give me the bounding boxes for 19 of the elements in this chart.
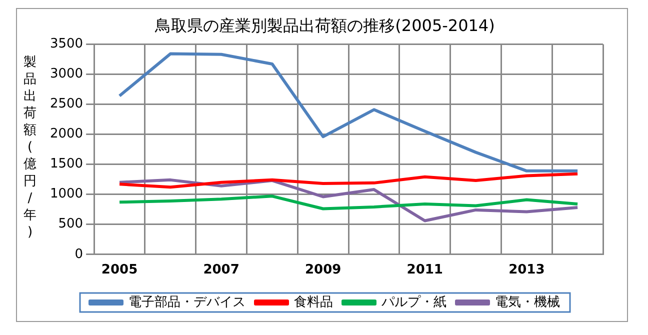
x-tick-label: 2009 <box>305 262 342 278</box>
y-tick-label: 1500 <box>50 156 84 172</box>
x-tick-label: 2013 <box>508 262 545 278</box>
legend-label: 食料品 <box>294 294 333 310</box>
y-tick-label: 3000 <box>50 66 84 82</box>
chart-title: 鳥取県の産業別製品出荷額の推移(2005-2014) <box>154 16 495 35</box>
y-tick-label: 3500 <box>50 36 84 52</box>
text: 製品出荷額(億円/年) <box>24 55 36 240</box>
y-tick-label: 0 <box>74 246 84 262</box>
legend-label: 電気・機械 <box>495 294 560 310</box>
legend-label: パルプ・紙 <box>380 294 446 310</box>
y-tick-label: 1000 <box>50 186 84 202</box>
x-tick-label: 2005 <box>101 262 138 278</box>
x-tick-label: 2011 <box>406 262 443 278</box>
y-tick-label: 2500 <box>50 96 84 112</box>
x-tick-label: 2007 <box>203 262 240 278</box>
y-tick-label: 2000 <box>50 126 84 142</box>
y-tick-label: 500 <box>58 216 84 232</box>
legend-label: 電子部品・デバイス <box>128 294 246 310</box>
